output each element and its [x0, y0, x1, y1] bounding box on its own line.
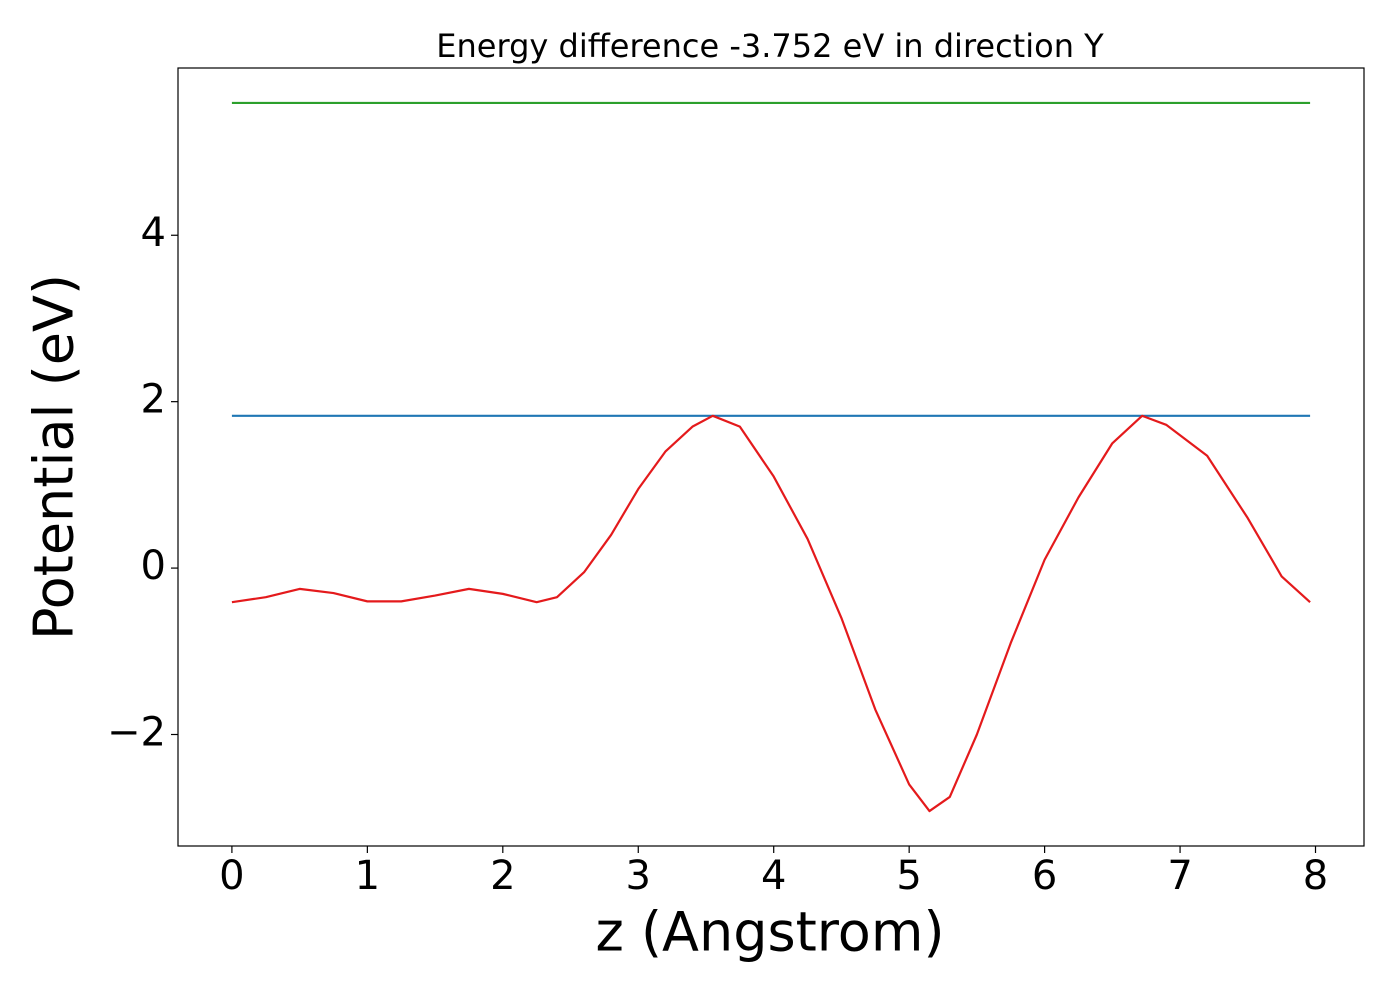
x-tick-label: 7 — [1167, 853, 1192, 899]
series-line — [231, 414, 1311, 813]
x-tick-label: 0 — [219, 853, 244, 899]
y-tick-label: 0 — [141, 543, 166, 589]
x-axis-label: z (Angstrom) — [595, 901, 944, 964]
x-tick-label: 8 — [1303, 853, 1328, 899]
chart-title: Energy difference -3.752 eV in direction… — [436, 27, 1104, 65]
x-tick-label: 5 — [896, 853, 921, 899]
plot-frame — [177, 67, 1365, 847]
x-tick-label: 3 — [626, 853, 651, 899]
x-tick-label: 2 — [490, 853, 515, 899]
x-tick-label: 6 — [1032, 853, 1057, 899]
x-tick-label: 4 — [761, 853, 786, 899]
y-tick-label: −2 — [107, 710, 166, 756]
y-tick-label: 2 — [141, 377, 166, 423]
y-axis-label: Potential (eV) — [23, 274, 86, 640]
y-tick-label: 4 — [141, 210, 166, 256]
x-tick-label: 1 — [355, 853, 380, 899]
